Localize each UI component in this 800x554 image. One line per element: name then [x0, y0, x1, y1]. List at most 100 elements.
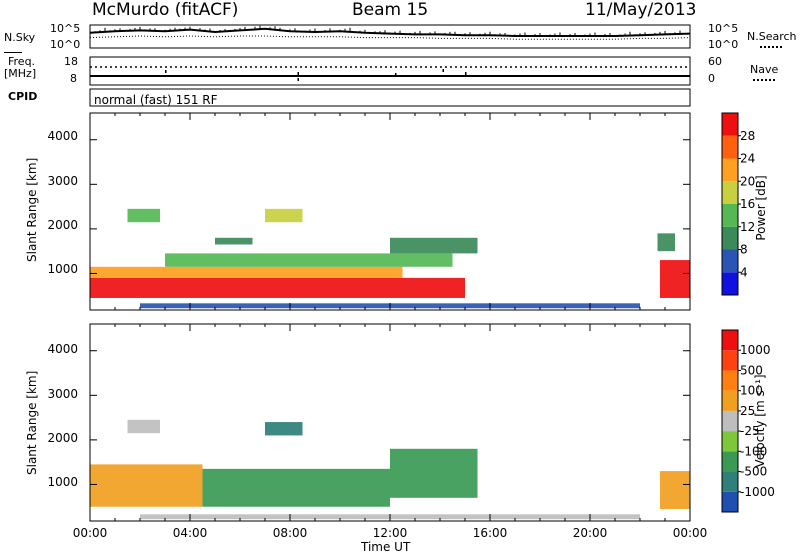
station-title: McMurdo (fitACF)	[92, 0, 239, 20]
velocity-region	[265, 422, 303, 436]
nsky-trace	[89, 27, 691, 37]
freq-tick-bottom: 8	[70, 72, 77, 85]
freq-strip-frame	[89, 56, 691, 86]
beam-title: Beam 15	[352, 0, 429, 20]
power-ylabel: Slant Range [km]	[25, 157, 39, 262]
power-cbar-segment	[722, 226, 738, 250]
freq-marker	[297, 78, 299, 81]
velocity-cbar-tick-label: -1000	[740, 485, 775, 499]
velocity-cbar-tick-label: -25	[740, 424, 760, 438]
velocity-region	[660, 471, 690, 509]
xtick-5: 20:00	[572, 526, 608, 540]
cpid-strip-frame	[89, 88, 691, 107]
power-cbar-tick-label: 16	[740, 197, 755, 211]
velocity-cbar-segment	[722, 350, 738, 371]
nsky-label: N.Sky	[4, 31, 36, 44]
xtick-3: 12:00	[372, 526, 408, 540]
xtick-1: 04:00	[172, 526, 208, 540]
power-cbar-tick-label: 4	[740, 265, 748, 279]
power-ytick-3000: 3000	[47, 174, 78, 188]
velocity-cbar-tick-label: 500	[740, 363, 763, 377]
velocity-cbar-tick-label: -100	[740, 444, 767, 458]
freq-marker	[297, 72, 299, 75]
velocity-region	[90, 464, 203, 507]
cpid-label: CPID	[8, 90, 38, 103]
velocity-cbar-segment	[722, 431, 738, 452]
power-cbar-label: Power [dB]	[754, 175, 768, 241]
freq-unit-label: [MHz]	[4, 67, 37, 80]
power-region	[90, 277, 465, 298]
velocity-region	[127, 419, 160, 434]
power-ytick-1000: 1000	[47, 262, 78, 276]
velocity-ytick-3000: 3000	[47, 387, 78, 401]
power-region	[215, 237, 253, 245]
velocity-region	[390, 448, 478, 498]
power-ytick-2000: 2000	[47, 218, 78, 232]
nave-line	[753, 73, 775, 86]
velocity-cbar-segment	[722, 491, 738, 512]
nave-tick-top: 60	[708, 55, 722, 68]
power-region	[390, 237, 478, 254]
velocity-cbar-segment	[722, 390, 738, 411]
power-cbar-segment	[722, 272, 738, 295]
freq-marker	[165, 70, 167, 73]
nave-tick-bottom: 0	[708, 72, 715, 85]
power-cbar-segment	[722, 113, 738, 136]
nsearch-line	[760, 40, 782, 53]
power-cbar-tick-label: 20	[740, 174, 755, 188]
velocity-cbar-segment	[722, 330, 738, 351]
power-cbar-tick-label: 28	[740, 129, 755, 143]
xtick-0: 00:00	[72, 526, 108, 540]
nsky-line	[4, 43, 22, 56]
velocity-cbar-tick-label: -500	[740, 465, 767, 479]
power-cbar-segment	[722, 249, 738, 273]
nsky-tick-top: 10^5	[50, 22, 81, 35]
velocity-ylabel: Slant Range [km]	[25, 370, 39, 475]
nsearch-trace	[89, 35, 691, 40]
power-region	[657, 233, 675, 252]
velocity-cbar-frame	[721, 329, 739, 513]
freq-tick-top: 18	[64, 55, 78, 68]
power-region	[127, 208, 160, 223]
power-cbar-tick-label: 12	[740, 220, 755, 234]
nsky-tick-bottom: 10^0	[50, 38, 81, 51]
power-region	[265, 208, 303, 223]
power-region	[90, 266, 403, 278]
nave-label: Nave	[750, 63, 779, 76]
velocity-ytick-1000: 1000	[47, 475, 78, 489]
power-region	[660, 260, 690, 298]
power-cbar-segment	[722, 204, 738, 227]
freq-marker	[442, 69, 444, 72]
velocity-region	[202, 468, 390, 507]
power-region	[165, 253, 453, 267]
nsearch-tick-top: 10^5	[708, 22, 739, 35]
velocity-ytick-4000: 4000	[47, 342, 78, 356]
power-cbar-segment	[722, 181, 738, 204]
cpid-text: normal (fast) 151 RF	[94, 93, 218, 107]
velocity-cbar-label: Velocity [m s⁻¹]	[753, 374, 767, 468]
velocity-cbar-tick-label: 25	[740, 404, 755, 418]
xtick-2: 08:00	[272, 526, 308, 540]
velocity-cbar-segment	[722, 410, 738, 432]
velocity-cbar-segment	[722, 471, 738, 492]
xtick-4: 16:00	[472, 526, 508, 540]
nsearch-tick-bottom: 10^0	[708, 38, 739, 51]
nsearch-label: N.Search	[747, 30, 797, 43]
power-cbar-tick-label: 8	[740, 243, 748, 257]
velocity-cbar-tick-label: 1000	[740, 343, 771, 357]
power-ytick-4000: 4000	[47, 129, 78, 143]
freq-label: Freq.	[8, 55, 36, 68]
date-title: 11/May/2013	[585, 0, 697, 20]
velocity-cbar-segment	[722, 370, 738, 391]
power-cbar-segment	[722, 135, 738, 159]
freq-marker	[465, 72, 467, 75]
power-cbar-segment	[722, 158, 738, 182]
velocity-cbar-tick-label: 100	[740, 384, 763, 398]
xlabel: Time UT	[361, 540, 411, 554]
power-cbar-tick-label: 24	[740, 152, 755, 166]
sky-strip-frame	[89, 24, 691, 49]
velocity-ytick-2000: 2000	[47, 431, 78, 445]
xtick-6: 00:00	[672, 526, 708, 540]
velocity-cbar-segment	[722, 451, 738, 472]
